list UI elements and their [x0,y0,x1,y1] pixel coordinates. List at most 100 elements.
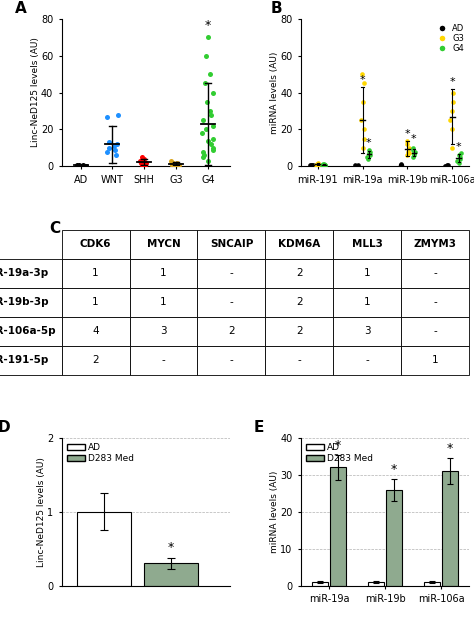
Point [167,156,174,166]
Point [443,160,451,170]
Bar [330,467,346,586]
Point [321,161,328,171]
Point [360,125,368,135]
Point [73,160,81,170]
Point [397,160,405,170]
Point [173,159,181,169]
Point [306,161,313,171]
Point [204,136,211,146]
Point [319,160,326,170]
Legend: AD, G3, G4: AD, G3, G4 [433,23,465,54]
Point [206,69,213,79]
Point [112,150,120,160]
Point [138,156,146,166]
Point [201,78,209,88]
Bar [424,582,440,586]
Point [404,146,411,156]
Point [139,158,146,168]
Point [309,159,316,169]
Point [405,143,412,153]
Point [173,161,180,171]
Point [199,152,207,162]
Text: A: A [14,1,26,16]
Point [175,159,183,169]
Point [456,154,463,164]
Point [138,152,146,162]
Point [366,150,374,160]
Point [314,160,321,170]
Point [359,97,367,107]
Point [352,161,360,171]
Point [320,159,328,169]
Point [141,159,148,169]
Point [111,145,118,155]
Point [410,152,417,162]
Point [168,159,176,169]
Point [201,150,208,160]
Point [105,138,113,148]
Text: D: D [0,420,10,435]
Point [78,161,86,171]
Point [397,159,404,169]
Point [104,146,111,156]
Bar [312,582,328,586]
Point [411,146,419,156]
Point [397,159,404,169]
Text: *: * [450,77,455,87]
Point [210,134,217,144]
Point [403,140,410,150]
Point [357,115,365,125]
Point [75,161,83,171]
Point [456,152,464,162]
Point [449,88,456,98]
Point [173,158,181,168]
Point [137,158,145,168]
Bar [368,582,384,586]
Text: *: * [456,141,462,151]
Point [206,106,214,116]
Point [453,156,461,166]
Point [105,143,113,153]
Point [359,143,366,153]
Bar [442,471,458,586]
Point [202,125,210,135]
Point [354,161,362,171]
Point [456,158,463,168]
Point [448,106,456,116]
Point [199,128,206,138]
Text: *: * [411,134,417,145]
Text: *: * [405,129,410,139]
Point [403,150,410,160]
Legend: AD, D283 Med: AD, D283 Med [305,442,374,464]
Point [457,148,465,158]
Point [140,154,147,164]
Point [321,159,329,169]
Point [444,161,452,171]
Point [361,134,368,144]
Point [82,161,90,171]
Point [410,148,418,158]
Point [137,156,144,166]
Point [449,97,457,107]
Bar [77,511,131,586]
Point [448,143,456,153]
Point [110,141,118,151]
Point [202,50,210,60]
Text: *: * [168,541,174,554]
Point [113,140,120,150]
Point [80,160,87,170]
Y-axis label: Linc-NeD125 levels (AU): Linc-NeD125 levels (AU) [36,457,46,567]
Point [366,146,374,156]
Bar [386,490,402,586]
Legend: AD, D283 Med: AD, D283 Med [66,442,135,464]
Point [209,143,217,153]
Text: *: * [360,75,365,85]
Text: C: C [49,221,61,236]
Point [397,161,405,171]
Point [314,159,321,169]
Point [208,140,215,150]
Y-axis label: miRNA levels (AU): miRNA levels (AU) [270,51,279,134]
Point [200,115,207,125]
Point [309,161,316,171]
Point [203,97,211,107]
